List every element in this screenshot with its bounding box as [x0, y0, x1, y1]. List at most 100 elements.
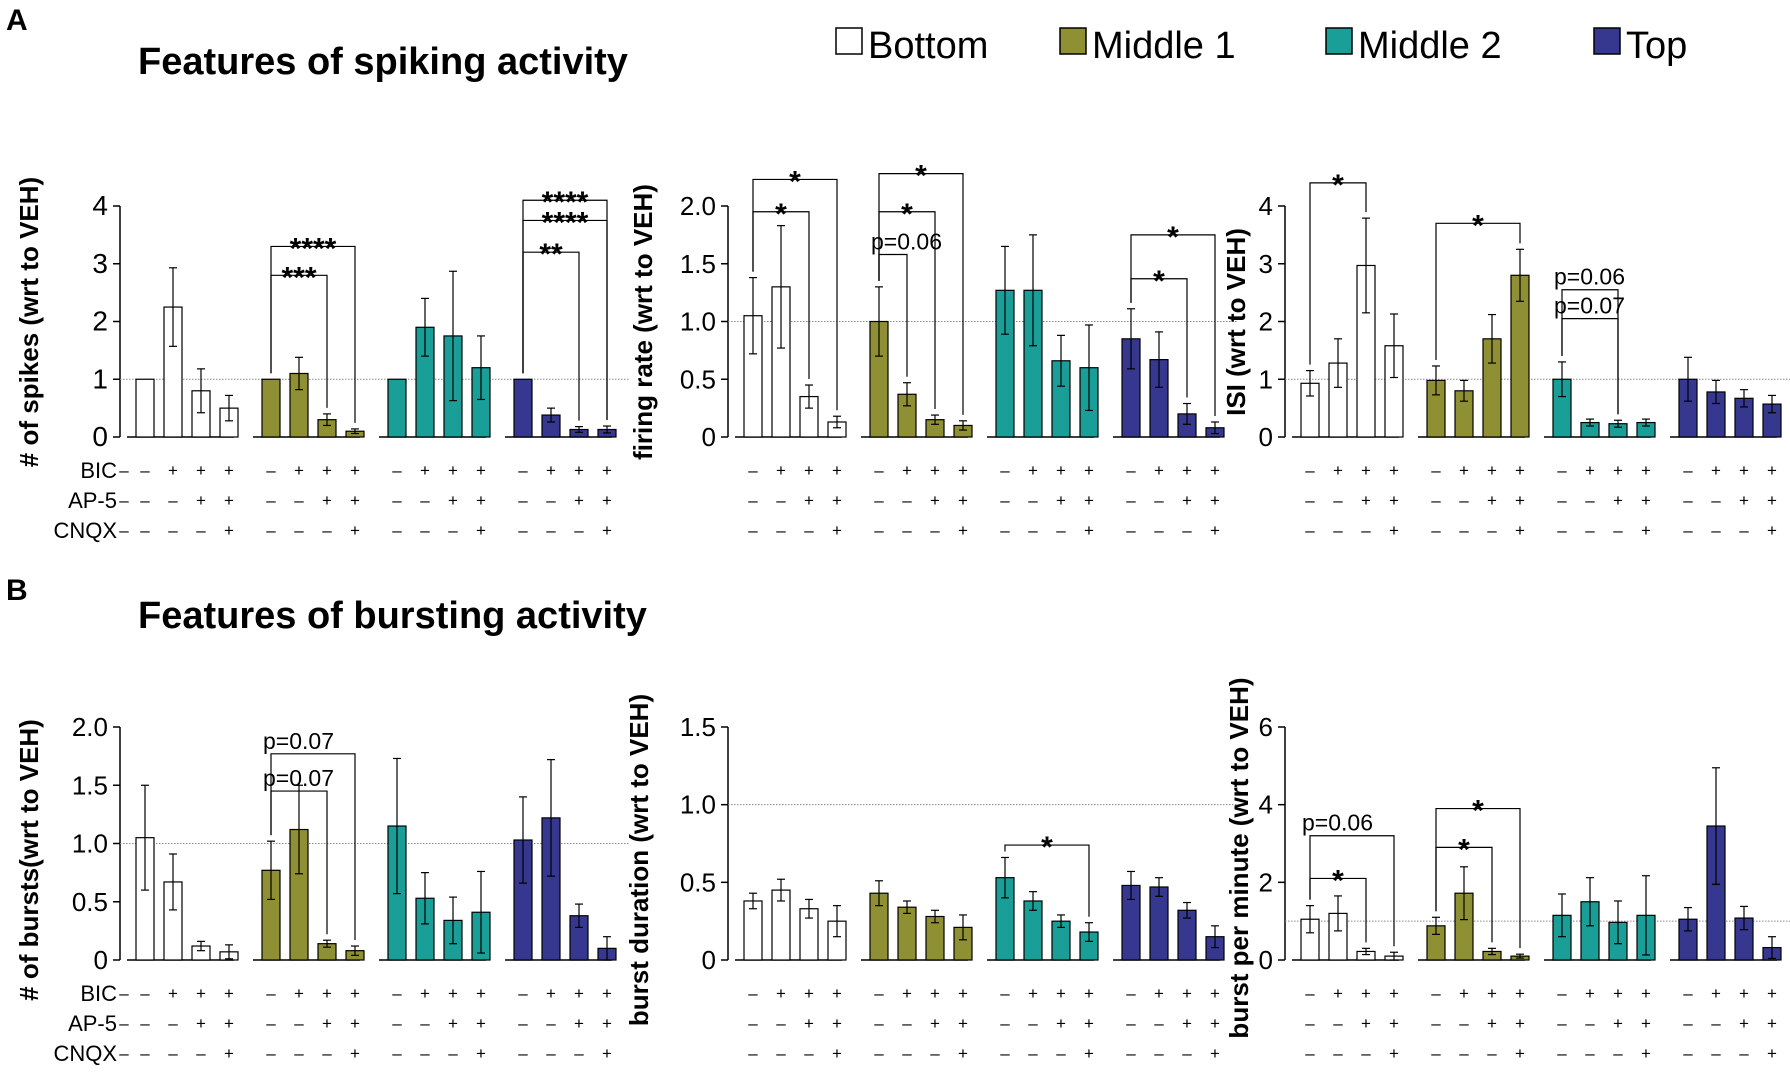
condition-sign: –: [420, 491, 430, 510]
condition-sign: +: [1515, 461, 1525, 480]
condition-sign: –: [1182, 1044, 1192, 1063]
y-tick-label: 0: [1259, 422, 1273, 452]
condition-sign: –: [119, 491, 129, 510]
y-axis-label: # of spikes (wrt to VEH): [14, 177, 44, 467]
significance-label: p=0.06: [1554, 264, 1625, 290]
condition-sign: –: [1431, 1044, 1441, 1063]
condition-sign: –: [1487, 521, 1497, 540]
condition-sign: –: [574, 1044, 584, 1063]
condition-sign: –: [1361, 521, 1371, 540]
condition-sign: –: [322, 521, 332, 540]
condition-sign: –: [1126, 491, 1136, 510]
y-tick-label: 0: [92, 421, 108, 452]
condition-sign: +: [574, 491, 584, 510]
condition-sign: –: [518, 1044, 528, 1063]
condition-sign: +: [930, 491, 940, 510]
significance-label: *: [1472, 209, 1484, 242]
condition-sign: –: [1683, 984, 1693, 1003]
y-tick-label: 1.0: [72, 829, 108, 859]
condition-sign: +: [1739, 491, 1749, 510]
condition-sign: –: [1333, 521, 1343, 540]
condition-sign: –: [1459, 1014, 1469, 1033]
significance-bracket: [1309, 835, 1395, 947]
condition-sign: +: [1515, 984, 1525, 1003]
condition-sign: –: [140, 1014, 150, 1033]
chart-bursts: 0 0.5 1.0 1.5 2.0 # of bursts(wrt to VEH) p=0.…: [14, 712, 630, 1066]
condition-sign: –: [1431, 461, 1441, 480]
condition-sign: +: [1711, 984, 1721, 1003]
condition-sign: –: [1028, 1044, 1038, 1063]
condition-sign: +: [832, 1014, 842, 1033]
condition-sign: +: [1487, 1014, 1497, 1033]
condition-sign: –: [1683, 1014, 1693, 1033]
condition-sign: –: [748, 1044, 758, 1063]
legend-swatch-0: [835, 27, 863, 55]
condition-sign: –: [140, 1044, 150, 1063]
condition-sign: –: [294, 521, 304, 540]
condition-sign: –: [1305, 521, 1315, 540]
condition-sign: +: [1487, 461, 1497, 480]
y-tick-label: 0: [702, 945, 716, 975]
condition-sign: –: [874, 1044, 884, 1063]
condition-sign: –: [1711, 1044, 1721, 1063]
bar: [1149, 886, 1169, 961]
significance-label: p=0.06: [871, 229, 942, 255]
y-axis-label: burst duration (wrt to VEH): [624, 694, 654, 1026]
significance-bracket: [522, 199, 608, 421]
panel-letter-b: B: [6, 574, 28, 607]
condition-sign: –: [119, 984, 129, 1003]
condition-sign: +: [1084, 1014, 1094, 1033]
condition-sign: –: [1000, 521, 1010, 540]
condition-sign: +: [804, 461, 814, 480]
y-axis-label: # of bursts(wrt to VEH): [14, 719, 44, 1001]
condition-sign: –: [392, 984, 402, 1003]
condition-sign: –: [518, 491, 528, 510]
condition-row-label: BIC: [80, 981, 117, 1006]
condition-sign: –: [119, 461, 129, 480]
section-title-spiking: Features of spiking activity: [138, 41, 628, 83]
condition-sign: +: [224, 1014, 234, 1033]
condition-sign: –: [1000, 461, 1010, 480]
significance-label: ****: [290, 232, 337, 265]
condition-sign: +: [776, 461, 786, 480]
condition-sign: –: [1305, 1044, 1315, 1063]
condition-sign: +: [224, 984, 234, 1003]
significance-label: p=0.07: [263, 728, 334, 754]
significance-label: *: [1332, 169, 1344, 202]
condition-sign: –: [874, 1014, 884, 1033]
condition-sign: +: [1084, 984, 1094, 1003]
condition-sign: –: [1154, 1014, 1164, 1033]
significance-label: ***: [281, 261, 316, 294]
y-tick-label: 6: [1259, 712, 1273, 742]
condition-sign: –: [392, 461, 402, 480]
condition-sign: +: [224, 1044, 234, 1063]
bar: [743, 900, 763, 961]
condition-sign: –: [874, 984, 884, 1003]
condition-sign: +: [1210, 491, 1220, 510]
condition-sign: +: [322, 1014, 332, 1033]
condition-sign: –: [392, 521, 402, 540]
y-axis-label: firing rate (wrt to VEH): [628, 184, 658, 460]
condition-sign: –: [392, 1044, 402, 1063]
condition-sign: +: [476, 521, 486, 540]
y-tick-label: 2: [1259, 307, 1273, 337]
condition-sign: –: [140, 461, 150, 480]
condition-sign: –: [448, 1044, 458, 1063]
condition-sign: +: [1389, 984, 1399, 1003]
condition-sign: –: [168, 1044, 178, 1063]
condition-sign: –: [420, 1014, 430, 1033]
condition-sign: +: [1767, 1014, 1777, 1033]
condition-sign: +: [1361, 1014, 1371, 1033]
condition-sign: +: [958, 1014, 968, 1033]
condition-sign: –: [1154, 521, 1164, 540]
condition-sign: –: [140, 521, 150, 540]
condition-sign: +: [930, 1014, 940, 1033]
condition-sign: –: [1459, 491, 1469, 510]
condition-sign: +: [1056, 461, 1066, 480]
significance-bracket: [1309, 182, 1367, 365]
condition-sign: +: [1641, 491, 1651, 510]
condition-sign: –: [1431, 521, 1441, 540]
